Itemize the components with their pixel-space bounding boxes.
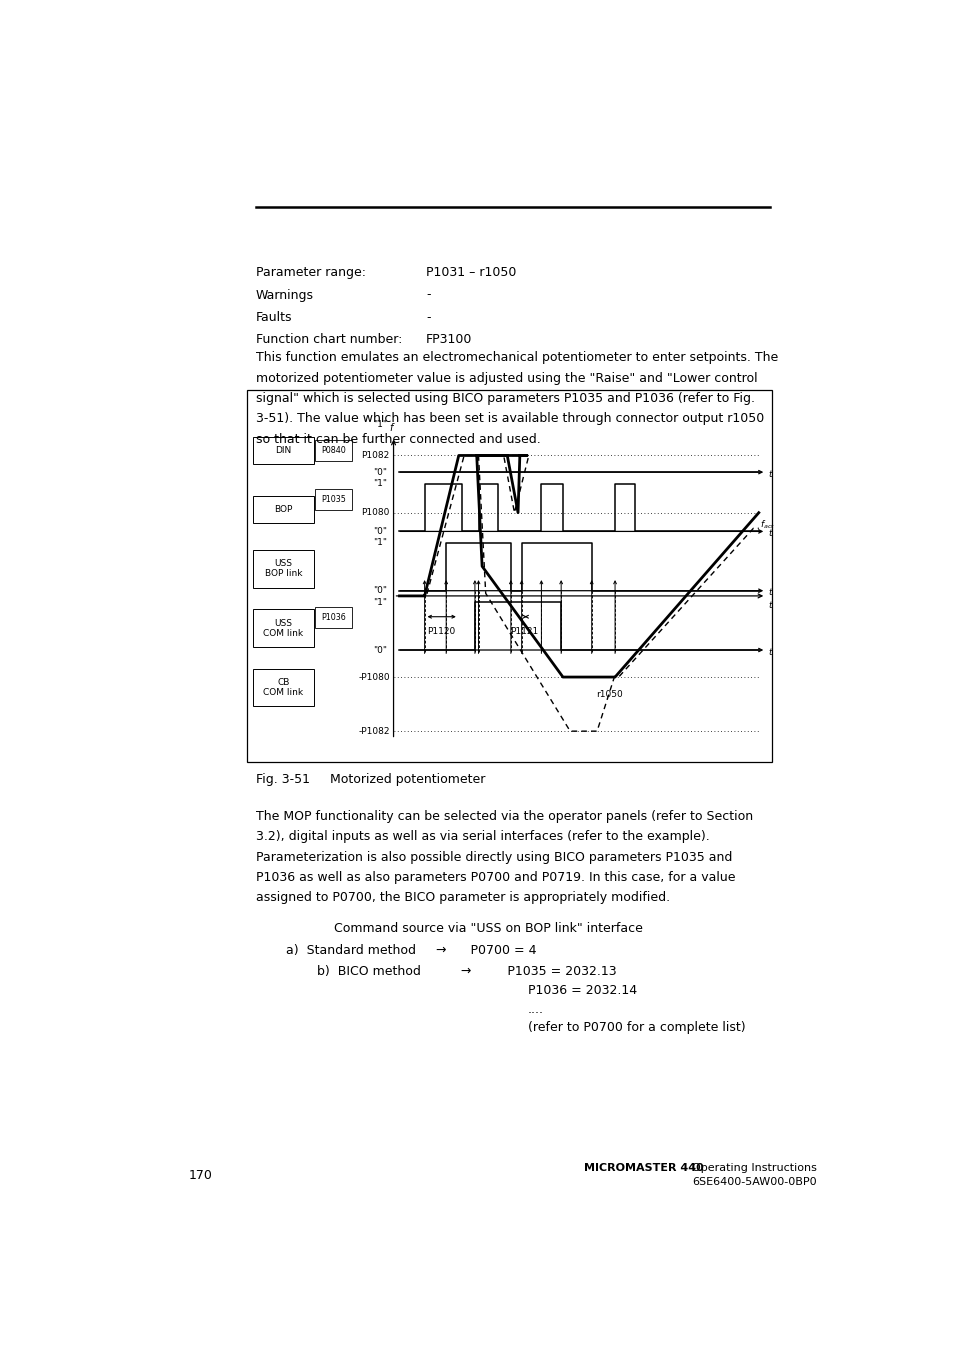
Text: Faults: Faults [255, 311, 293, 324]
Text: P1036 as well as also parameters P0700 and P0719. In this case, for a value: P1036 as well as also parameters P0700 a… [255, 871, 735, 884]
Text: 3-51). The value which has been set is available through connector output r1050: 3-51). The value which has been set is a… [255, 412, 763, 426]
Text: b)  BICO method          →         P1035 = 2032.13: b) BICO method → P1035 = 2032.13 [316, 965, 616, 978]
Text: BOP: BOP [274, 505, 293, 515]
Text: -P1080: -P1080 [358, 673, 390, 681]
Text: "1": "1" [373, 538, 387, 547]
Text: $f_{act}$: $f_{act}$ [760, 519, 775, 531]
Text: "0": "0" [373, 646, 387, 654]
Bar [253, 609, 314, 647]
Text: -: - [426, 289, 430, 301]
Text: P1036: P1036 [321, 613, 346, 623]
Text: P1120: P1120 [427, 627, 456, 636]
Text: Parameter range:: Parameter range: [255, 266, 366, 280]
Text: The MOP functionality can be selected via the operator panels (refer to Section: The MOP functionality can be selected vi… [255, 811, 752, 823]
Text: P1080: P1080 [361, 508, 390, 517]
Text: P0840: P0840 [321, 446, 346, 455]
Text: USS
COM link: USS COM link [263, 619, 303, 638]
Text: "0": "0" [373, 586, 387, 596]
Text: "1": "1" [373, 597, 387, 607]
Text: -: - [426, 311, 430, 324]
Text: signal" which is selected using BICO parameters P1035 and P1036 (refer to Fig.: signal" which is selected using BICO par… [255, 392, 754, 405]
Bar [247, 390, 771, 762]
Text: "1": "1" [373, 420, 387, 428]
Bar [253, 436, 314, 463]
Text: r1050: r1050 [596, 689, 622, 698]
Text: f: f [389, 423, 392, 432]
Text: P1036 = 2032.14: P1036 = 2032.14 [528, 984, 637, 997]
Bar [253, 496, 314, 523]
Text: FP3100: FP3100 [426, 334, 472, 346]
Text: (refer to P0700 for a complete list): (refer to P0700 for a complete list) [528, 1021, 745, 1035]
Text: "0": "0" [373, 467, 387, 477]
Text: Command source via "USS on BOP link" interface: Command source via "USS on BOP link" int… [335, 921, 642, 935]
Text: t: t [767, 647, 771, 657]
Text: "0": "0" [373, 527, 387, 536]
Bar [314, 489, 352, 509]
Text: Operating Instructions: Operating Instructions [692, 1163, 817, 1173]
Text: "1": "1" [373, 480, 387, 488]
Text: Function chart number:: Function chart number: [255, 334, 402, 346]
Text: t: t [767, 470, 771, 478]
Text: 170: 170 [189, 1169, 213, 1182]
Text: P1121: P1121 [510, 627, 537, 636]
Text: a)  Standard method     →      P0700 = 4: a) Standard method → P0700 = 4 [285, 944, 536, 958]
Text: This function emulates an electromechanical potentiometer to enter setpoints. Th: This function emulates an electromechani… [255, 351, 778, 365]
Text: DIN: DIN [275, 446, 292, 455]
Text: t: t [767, 601, 771, 611]
Bar [314, 440, 352, 461]
Text: CB
COM link: CB COM link [263, 678, 303, 697]
Text: so that it can be further connected and used.: so that it can be further connected and … [255, 432, 540, 446]
Text: 6SE6400-5AW00-0BP0: 6SE6400-5AW00-0BP0 [692, 1178, 816, 1188]
Text: P1035: P1035 [321, 494, 346, 504]
Text: Fig. 3-51     Motorized potentiometer: Fig. 3-51 Motorized potentiometer [255, 773, 485, 786]
Text: MICROMASTER 440: MICROMASTER 440 [583, 1163, 702, 1173]
Text: Parameterization is also possible directly using BICO parameters P1035 and: Parameterization is also possible direct… [255, 851, 732, 863]
Text: P1031 – r1050: P1031 – r1050 [426, 266, 516, 280]
Text: assigned to P0700, the BICO parameter is appropriately modified.: assigned to P0700, the BICO parameter is… [255, 892, 669, 904]
Text: t: t [767, 530, 771, 538]
Bar [253, 550, 314, 588]
Text: Warnings: Warnings [255, 289, 314, 301]
Text: motorized potentiometer value is adjusted using the "Raise" and "Lower control: motorized potentiometer value is adjuste… [255, 372, 757, 385]
Text: USS
BOP link: USS BOP link [264, 559, 302, 578]
Text: -P1082: -P1082 [358, 727, 390, 736]
Text: P1082: P1082 [361, 451, 390, 459]
Bar [253, 669, 314, 707]
Text: t: t [767, 588, 771, 597]
Text: ....: .... [528, 1002, 543, 1016]
Text: 3.2), digital inputs as well as via serial interfaces (refer to the example).: 3.2), digital inputs as well as via seri… [255, 831, 709, 843]
Bar [314, 608, 352, 628]
